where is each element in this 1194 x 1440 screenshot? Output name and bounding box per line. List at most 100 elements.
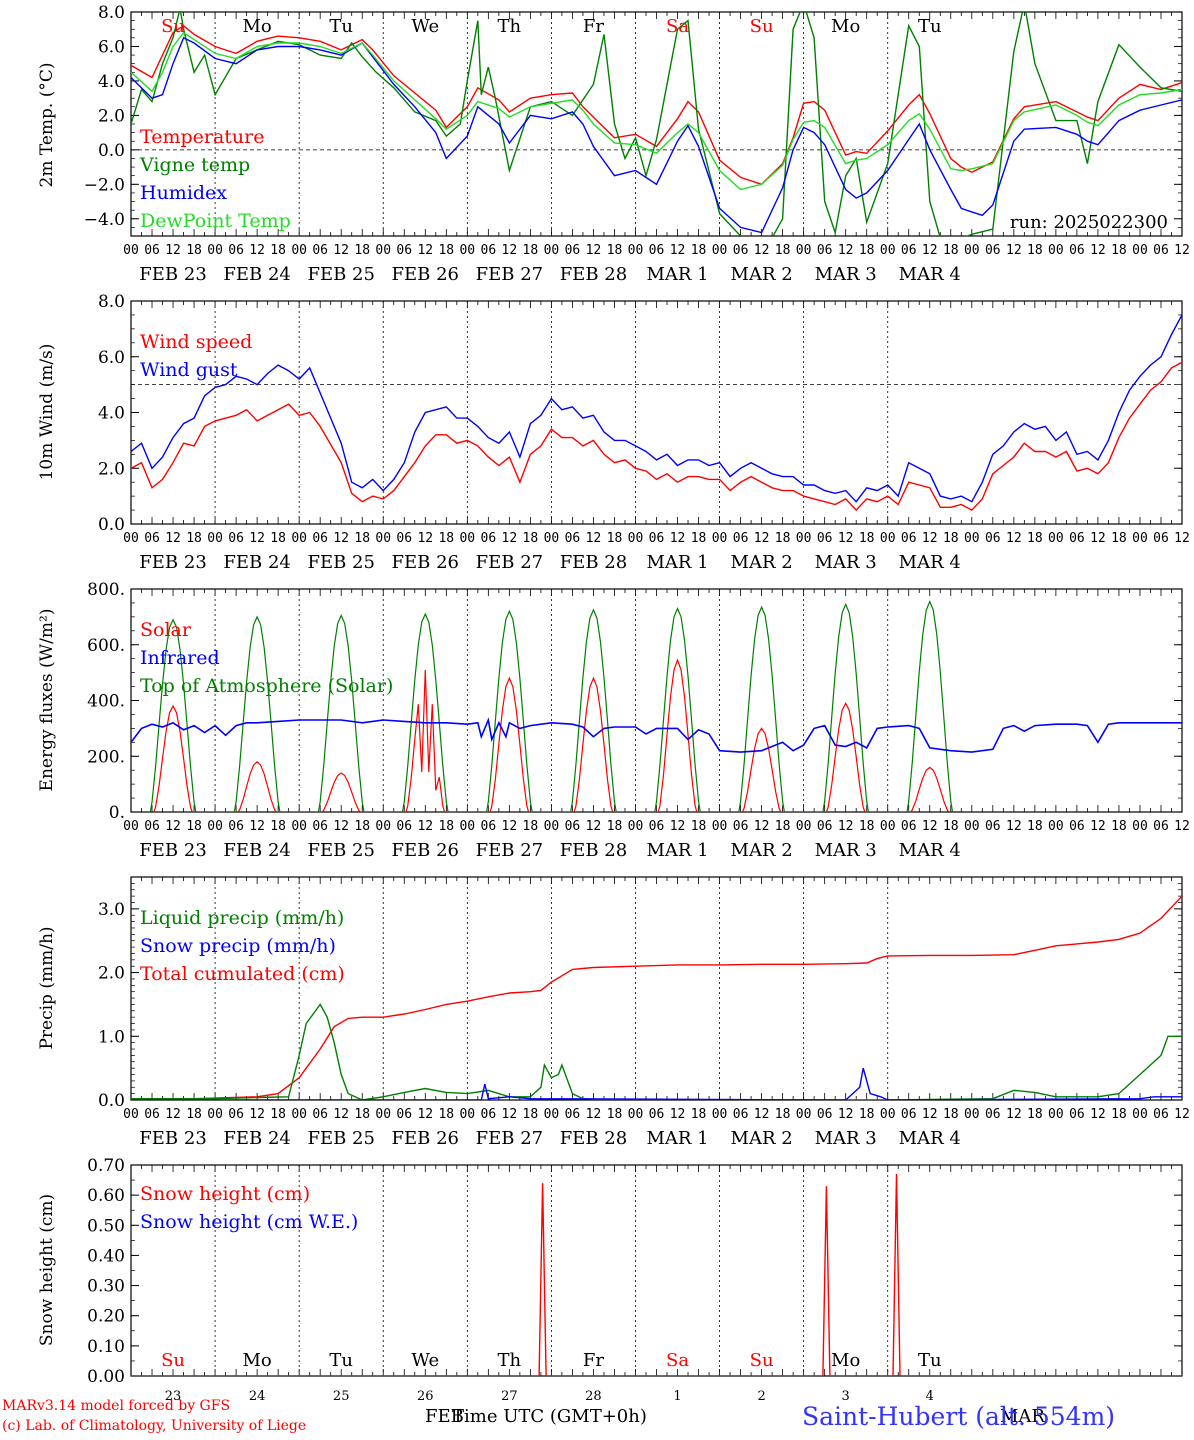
- x-hour-label: 00: [880, 243, 896, 258]
- x-hour-label: 18: [438, 243, 454, 258]
- x-hour-label: 12: [922, 819, 938, 834]
- weekday-label: Sa: [666, 1350, 689, 1371]
- x-hour-label: 00: [123, 1107, 139, 1122]
- x-hour-label: 00: [964, 243, 980, 258]
- x-hour-label: 00: [459, 243, 475, 258]
- x-hour-label: 18: [943, 819, 959, 834]
- legend-entry: Total cumulated (cm): [140, 963, 345, 985]
- x-hour-label: 18: [354, 819, 370, 834]
- x-hour-label: 06: [144, 531, 160, 546]
- x-hour-label: 00: [291, 1107, 307, 1122]
- date-label: MAR 1: [646, 1128, 708, 1149]
- x-hour-label: 06: [817, 531, 833, 546]
- chart-panel-2: [130, 300, 1183, 525]
- x-hour-label: 06: [565, 243, 581, 258]
- weekday-label: Th: [498, 16, 522, 37]
- y-tick-label: 4.0: [98, 404, 125, 424]
- x-hour-label: 12: [1090, 531, 1106, 546]
- x-hour-label: 12: [670, 819, 686, 834]
- x-hour-label: 12: [838, 1107, 854, 1122]
- x-hour-label: 06: [985, 1107, 1001, 1122]
- x-hour-label: 06: [1153, 1107, 1169, 1122]
- x-hour-label: 06: [649, 1107, 665, 1122]
- x-hour-label: 06: [733, 531, 749, 546]
- x-hour-label: 12: [502, 819, 518, 834]
- x-hour-label: 00: [964, 531, 980, 546]
- x-hour-label: 12: [1174, 531, 1190, 546]
- x-hour-label: 06: [733, 819, 749, 834]
- x-hour-label: 18: [1111, 243, 1127, 258]
- x-hour-label: 12: [670, 531, 686, 546]
- x-hour-label: 12: [922, 1107, 938, 1122]
- x-hour-label: 18: [438, 1107, 454, 1122]
- y-tick-label: 0.0: [98, 1091, 125, 1111]
- weekday-label: We: [411, 16, 439, 37]
- date-label: FEB 26: [392, 264, 459, 285]
- plot-frame: [130, 300, 1183, 525]
- legend-entry: Snow height (cm): [140, 1183, 310, 1205]
- x-hour-label: 06: [1069, 531, 1085, 546]
- legend-entry: Vigne temp: [139, 154, 250, 176]
- x-hour-label: 12: [249, 531, 265, 546]
- x-hour-label: 00: [880, 1107, 896, 1122]
- x-hour-label: 00: [796, 1107, 812, 1122]
- x-hour-label: 06: [901, 819, 917, 834]
- date-label: MAR 4: [899, 552, 961, 573]
- x-hour-label: 18: [691, 1107, 707, 1122]
- y-tick-label: 6.0: [98, 348, 125, 368]
- x-hour-label: 00: [712, 1107, 728, 1122]
- legend-entry: Infrared: [140, 647, 220, 669]
- x-hour-label: 06: [396, 819, 412, 834]
- x-hour-label: 06: [817, 819, 833, 834]
- x-hour-label: 06: [1069, 1107, 1085, 1122]
- x-hour-label: 06: [144, 819, 160, 834]
- day-number-label: 24: [249, 1389, 266, 1404]
- date-label: FEB 23: [139, 840, 206, 861]
- x-hour-label: 06: [733, 1107, 749, 1122]
- y-tick-label: 3.0: [98, 900, 125, 920]
- weekday-label: Su: [161, 16, 185, 37]
- x-hour-label: 00: [964, 1107, 980, 1122]
- x-hour-label: 00: [375, 243, 391, 258]
- y-tick-label: 0.0: [98, 141, 125, 161]
- day-number-label: 1: [673, 1389, 681, 1404]
- x-hour-label: 12: [417, 819, 433, 834]
- x-hour-label: 18: [1027, 1107, 1043, 1122]
- date-label: FEB 25: [307, 552, 374, 573]
- series-group: [131, 12, 1182, 236]
- legend-entry: Snow height (cm W.E.): [140, 1211, 358, 1233]
- x-hour-label: 18: [270, 531, 286, 546]
- y-tick-label: 0.40: [87, 1246, 125, 1266]
- date-label: FEB 23: [139, 552, 206, 573]
- x-hour-label: 00: [880, 819, 896, 834]
- legend-entry: Humidex: [140, 182, 227, 204]
- x-hour-label: 06: [396, 243, 412, 258]
- x-hour-label: 12: [249, 819, 265, 834]
- x-hour-label: 06: [817, 243, 833, 258]
- x-hour-label: 18: [270, 243, 286, 258]
- y-tick-label: 0.10: [87, 1337, 125, 1357]
- y-tick-label: 400.: [87, 692, 125, 712]
- series-group: [131, 599, 1182, 812]
- x-hour-label: 06: [396, 531, 412, 546]
- x-hour-label: 12: [502, 243, 518, 258]
- x-hour-label: 18: [354, 1107, 370, 1122]
- x-hour-label: 00: [712, 531, 728, 546]
- x-hour-label: 18: [270, 1107, 286, 1122]
- y-tick-label: 600.: [87, 636, 125, 656]
- x-hour-label: 00: [628, 243, 644, 258]
- x-hour-label: 06: [312, 243, 328, 258]
- x-hour-label: 00: [796, 531, 812, 546]
- x-hour-label: 12: [586, 531, 602, 546]
- y-tick-label: 0.0: [98, 515, 125, 535]
- date-label: FEB 25: [307, 1128, 374, 1149]
- x-hour-label: 18: [1027, 819, 1043, 834]
- date-label: FEB 24: [223, 1128, 290, 1149]
- x-hour-label: 12: [586, 1107, 602, 1122]
- x-hour-label: 18: [523, 243, 539, 258]
- y-axis-label: 2m Temp. (°C): [37, 62, 57, 187]
- y-tick-label: 6.0: [98, 37, 125, 57]
- x-hour-label: 06: [1153, 531, 1169, 546]
- x-hour-label: 12: [165, 531, 181, 546]
- chart-panel-4: [130, 876, 1183, 1101]
